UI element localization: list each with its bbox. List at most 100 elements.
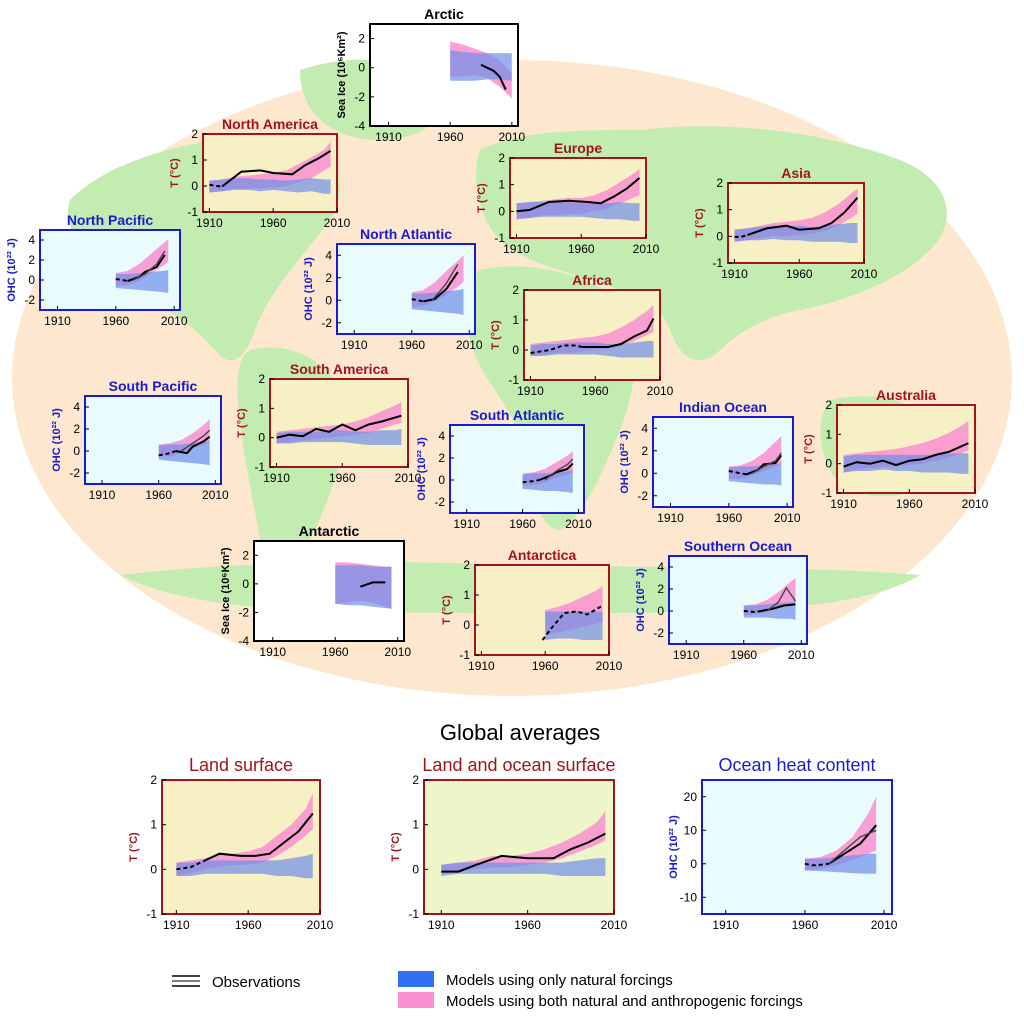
arctic-ylabel: Sea Ice (10⁶Km²) bbox=[336, 31, 348, 118]
south-pacific-xtick-label: 2010 bbox=[202, 488, 229, 502]
south-america-panel: -1 0 1 2 1910 1960 2010 T (°C) South America bbox=[236, 361, 422, 485]
southern-ocean-ytick-label: 4 bbox=[657, 560, 664, 574]
antarctic-ytick-label: -2 bbox=[238, 605, 249, 619]
north-america-ytick-label: 2 bbox=[191, 127, 198, 141]
ocean-heat-content-ytick-label: 20 bbox=[684, 790, 698, 804]
southern-ocean-xtick-label: 1910 bbox=[673, 648, 700, 662]
indian-ocean-ytick-label: -2 bbox=[637, 489, 648, 503]
arctic-ytick-label: -2 bbox=[354, 90, 365, 104]
southern-ocean-ytick-label: 2 bbox=[657, 582, 664, 596]
north-atlantic-ylabel: OHC (10²² J) bbox=[303, 257, 315, 321]
ocean-heat-content-ylabel: OHC (10²² J) bbox=[668, 815, 680, 879]
north-pacific-panel: -2 0 2 4 1910 1960 2010 OHC (10²² J) North Pacif… bbox=[6, 212, 188, 328]
antarctica-natural-band bbox=[545, 611, 603, 640]
north-america-observation-line-1 bbox=[209, 183, 223, 188]
indian-ocean-ytick-label: 2 bbox=[641, 444, 648, 458]
south-atlantic-observation-line-3 bbox=[544, 458, 574, 481]
south-america-ylabel: T (°C) bbox=[236, 408, 248, 438]
africa-xtick-label: 1960 bbox=[582, 384, 609, 398]
antarctica-ytick-label: 1 bbox=[463, 588, 470, 602]
europe-ytick-label: 2 bbox=[498, 151, 505, 165]
ocean-heat-content-xtick-label: 1960 bbox=[792, 918, 819, 932]
europe-ytick-label: 1 bbox=[498, 178, 505, 192]
north-america-title: North America bbox=[222, 116, 318, 132]
australia-ylabel: T (°C) bbox=[803, 434, 815, 464]
south-america-title: South America bbox=[290, 361, 388, 377]
south-america-xtick-label: 2010 bbox=[395, 471, 422, 485]
south-atlantic-ytick-label: -2 bbox=[434, 495, 445, 509]
australia-ytick-label: 1 bbox=[825, 427, 832, 441]
indian-ocean-panel: -2 0 2 4 1910 1960 2010 OHC (10²² J) Indian Ocea… bbox=[619, 399, 801, 525]
north-atlantic-xtick-label: 1960 bbox=[398, 338, 425, 352]
north-america-ytick-label: 0 bbox=[191, 179, 198, 193]
southern-ocean-xtick-label: 1960 bbox=[730, 648, 757, 662]
legend: Observations Models using only natural f… bbox=[172, 971, 803, 1010]
southern-ocean-ylabel: OHC (10²² J) bbox=[635, 568, 647, 632]
australia-natural-band bbox=[843, 453, 969, 474]
land-and-ocean-surface-ytick-label: -1 bbox=[408, 907, 419, 921]
southern-ocean-observation-line-1 bbox=[743, 610, 762, 614]
south-pacific-xtick-label: 1910 bbox=[89, 488, 116, 502]
legend-both-label: Models using both natural and anthropoge… bbox=[446, 993, 803, 1010]
indian-ocean-xtick-label: 1910 bbox=[657, 511, 684, 525]
ocean-heat-content-xtick-label: 2010 bbox=[871, 918, 898, 932]
southern-ocean-ytick-label: 0 bbox=[657, 604, 664, 618]
south-atlantic-xtick-label: 1910 bbox=[453, 517, 480, 531]
africa-xtick-label: 2010 bbox=[647, 384, 674, 398]
north-pacific-ytick-label: 0 bbox=[28, 273, 35, 287]
australia-ytick-label: -1 bbox=[821, 486, 832, 500]
africa-ytick-label: -1 bbox=[508, 373, 519, 387]
south-atlantic-xtick-label: 2010 bbox=[565, 517, 592, 531]
southern-ocean-xtick-label: 2010 bbox=[788, 648, 815, 662]
europe-ylabel: T (°C) bbox=[476, 183, 488, 213]
land-surface-xtick-label: 1960 bbox=[235, 918, 262, 932]
land-surface-title: Land surface bbox=[189, 755, 293, 775]
north-atlantic-ytick-label: 0 bbox=[325, 293, 332, 307]
australia-panel: -1 0 1 2 1910 1960 2010 T (°C) Australia bbox=[803, 387, 989, 511]
asia-ytick-label: -1 bbox=[712, 256, 723, 270]
land-surface-xtick-label: 1910 bbox=[163, 918, 190, 932]
europe-natural-band bbox=[516, 202, 640, 221]
south-america-observation-line-1 bbox=[276, 414, 402, 439]
indian-ocean-observation-line-3 bbox=[751, 452, 782, 474]
legend-observations-label: Observations bbox=[212, 974, 300, 991]
south-pacific-ytick-label: 2 bbox=[73, 422, 80, 436]
land-and-ocean-surface-panel: -1 0 1 2 1910 1960 2010 T (°C) Land and ocean su… bbox=[390, 755, 628, 932]
antarctic-title: Antarctic bbox=[299, 523, 360, 539]
north-pacific-natural-band bbox=[115, 270, 169, 293]
africa-title: Africa bbox=[572, 272, 612, 288]
north-atlantic-observation-line-2 bbox=[423, 271, 459, 303]
north-america-observation-line-2 bbox=[221, 150, 332, 188]
north-pacific-ylabel: OHC (10²² J) bbox=[6, 238, 18, 302]
global-averages-title: Global averages bbox=[440, 720, 600, 745]
land-and-ocean-surface-ylabel: T (°C) bbox=[390, 832, 402, 862]
land-and-ocean-surface-ytick-label: 1 bbox=[412, 818, 419, 832]
asia-ylabel: T (°C) bbox=[694, 208, 706, 238]
australia-observation-line-1 bbox=[843, 442, 969, 468]
asia-observation-line-1 bbox=[734, 234, 748, 238]
south-atlantic-title: South Atlantic bbox=[470, 407, 565, 423]
europe-panel: -1 0 1 2 1910 1960 2010 T (°C) Europe bbox=[476, 140, 660, 256]
arctic-ytick-label: -4 bbox=[354, 119, 365, 133]
antarctic-ytick-label: -4 bbox=[238, 634, 249, 648]
north-atlantic-xtick-label: 2010 bbox=[456, 338, 483, 352]
south-pacific-panel: -2 0 2 4 1910 1960 2010 OHC (10²² J) South Pacif… bbox=[51, 378, 229, 502]
south-pacific-title: South Pacific bbox=[109, 378, 198, 394]
ocean-heat-content-xtick-label: 1910 bbox=[712, 918, 739, 932]
europe-xtick-label: 1960 bbox=[568, 242, 595, 256]
land-surface-ytick-label: -1 bbox=[146, 907, 157, 921]
australia-title: Australia bbox=[876, 387, 936, 403]
asia-panel: -1 0 1 2 1910 1960 2010 T (°C) Asia bbox=[694, 165, 878, 281]
land-and-ocean-surface-xtick-label: 2010 bbox=[601, 918, 628, 932]
africa-ytick-label: 0 bbox=[512, 343, 519, 357]
ocean-heat-content-both-band bbox=[804, 796, 877, 871]
africa-observation-line-2 bbox=[582, 318, 655, 348]
south-atlantic-xtick-label: 1960 bbox=[509, 517, 536, 531]
north-atlantic-ytick-label: -2 bbox=[321, 316, 332, 330]
north-pacific-plot-frame bbox=[39, 229, 181, 311]
land-and-ocean-surface-xtick-label: 1960 bbox=[514, 918, 541, 932]
north-america-xtick-label: 1910 bbox=[196, 216, 223, 230]
legend-natural-swatch bbox=[398, 971, 434, 987]
